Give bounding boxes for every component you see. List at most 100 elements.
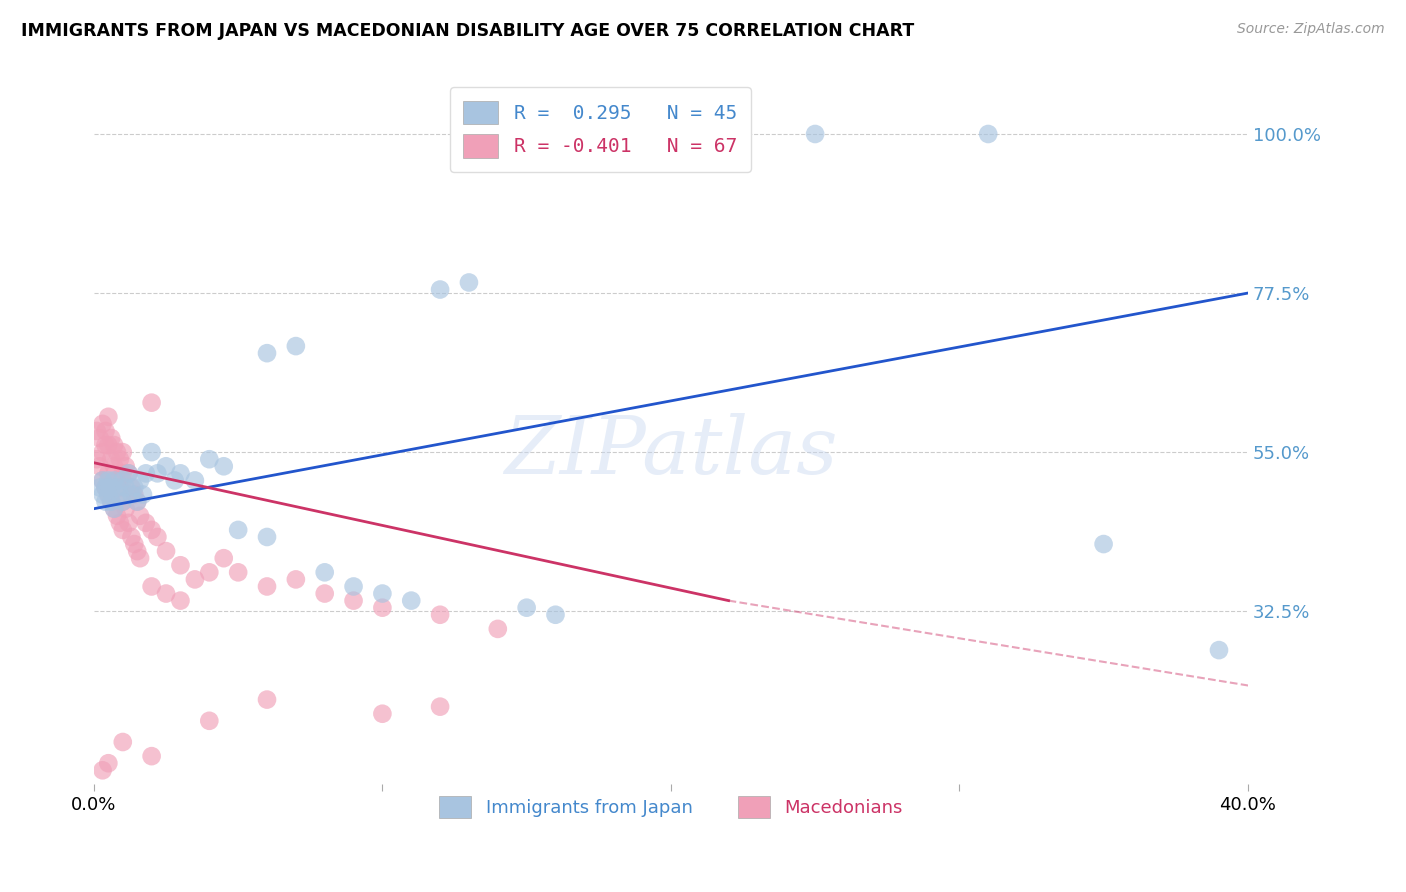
Point (371, 586, 394, 600)
Point (198, 452, 221, 467)
Point (97, 487, 120, 501)
Point (108, 481, 131, 495)
Point (91, 445, 114, 459)
Point (146, 467, 169, 481)
Point (100, 481, 122, 495)
Point (169, 467, 191, 481)
Point (314, 566, 336, 580)
Point (458, 276, 481, 290)
Point (226, 566, 249, 580)
Text: Source: ZipAtlas.com: Source: ZipAtlas.com (1237, 22, 1385, 37)
Point (284, 573, 307, 587)
Point (399, 593, 422, 607)
Point (256, 692, 278, 706)
Point (155, 586, 177, 600)
Point (135, 467, 157, 481)
Point (111, 494, 134, 508)
Point (184, 474, 207, 488)
Point (212, 551, 235, 566)
Point (111, 523, 134, 537)
Point (226, 523, 249, 537)
Point (198, 714, 221, 728)
Point (120, 530, 142, 544)
Point (97, 409, 120, 424)
Point (91, 487, 114, 501)
Point (94, 494, 117, 508)
Point (97, 487, 120, 501)
Point (94, 481, 117, 495)
Point (105, 474, 128, 488)
Point (86, 452, 108, 467)
Point (212, 459, 235, 474)
Point (105, 508, 128, 523)
Point (94, 424, 117, 438)
Point (89, 459, 111, 474)
Point (163, 474, 186, 488)
Point (86, 424, 108, 438)
Point (108, 516, 131, 530)
Point (124, 487, 146, 501)
Point (100, 494, 122, 508)
Point (141, 523, 163, 537)
Point (114, 501, 136, 516)
Point (114, 481, 136, 495)
Point (100, 431, 122, 445)
Point (97, 438, 120, 452)
Point (198, 566, 221, 580)
Point (94, 481, 117, 495)
Point (141, 445, 163, 459)
Point (516, 600, 538, 615)
Point (127, 544, 149, 558)
Text: IMMIGRANTS FROM JAPAN VS MACEDONIAN DISABILITY AGE OVER 75 CORRELATION CHART: IMMIGRANTS FROM JAPAN VS MACEDONIAN DISA… (21, 22, 914, 40)
Point (108, 487, 131, 501)
Point (256, 579, 278, 593)
Point (429, 699, 451, 714)
Point (94, 438, 117, 452)
Point (127, 494, 149, 508)
Point (129, 508, 152, 523)
Point (544, 607, 567, 622)
Point (132, 487, 155, 501)
Point (103, 501, 125, 516)
Point (91, 764, 114, 778)
Point (127, 494, 149, 508)
Point (117, 516, 139, 530)
Point (141, 749, 163, 764)
Point (114, 459, 136, 474)
Point (429, 283, 451, 297)
Point (804, 127, 827, 141)
Point (146, 530, 169, 544)
Point (111, 735, 134, 749)
Point (135, 516, 157, 530)
Point (97, 474, 120, 488)
Point (429, 607, 451, 622)
Point (486, 622, 509, 636)
Point (129, 551, 152, 566)
Point (371, 600, 394, 615)
Point (169, 558, 191, 573)
Point (89, 481, 111, 495)
Point (141, 395, 163, 409)
Point (371, 706, 394, 721)
Text: ZIPatlas: ZIPatlas (505, 413, 838, 491)
Point (97, 756, 120, 771)
Point (124, 537, 146, 551)
Point (89, 431, 111, 445)
Point (100, 494, 122, 508)
Point (91, 417, 114, 431)
Point (103, 474, 125, 488)
Point (1208, 643, 1230, 657)
Point (284, 339, 307, 353)
Point (155, 459, 177, 474)
Point (342, 579, 364, 593)
Point (117, 467, 139, 481)
Point (155, 544, 177, 558)
Point (169, 593, 191, 607)
Point (120, 481, 142, 495)
Point (91, 474, 114, 488)
Point (1092, 537, 1115, 551)
Point (100, 452, 122, 467)
Point (141, 579, 163, 593)
Point (977, 127, 1000, 141)
Point (111, 474, 134, 488)
